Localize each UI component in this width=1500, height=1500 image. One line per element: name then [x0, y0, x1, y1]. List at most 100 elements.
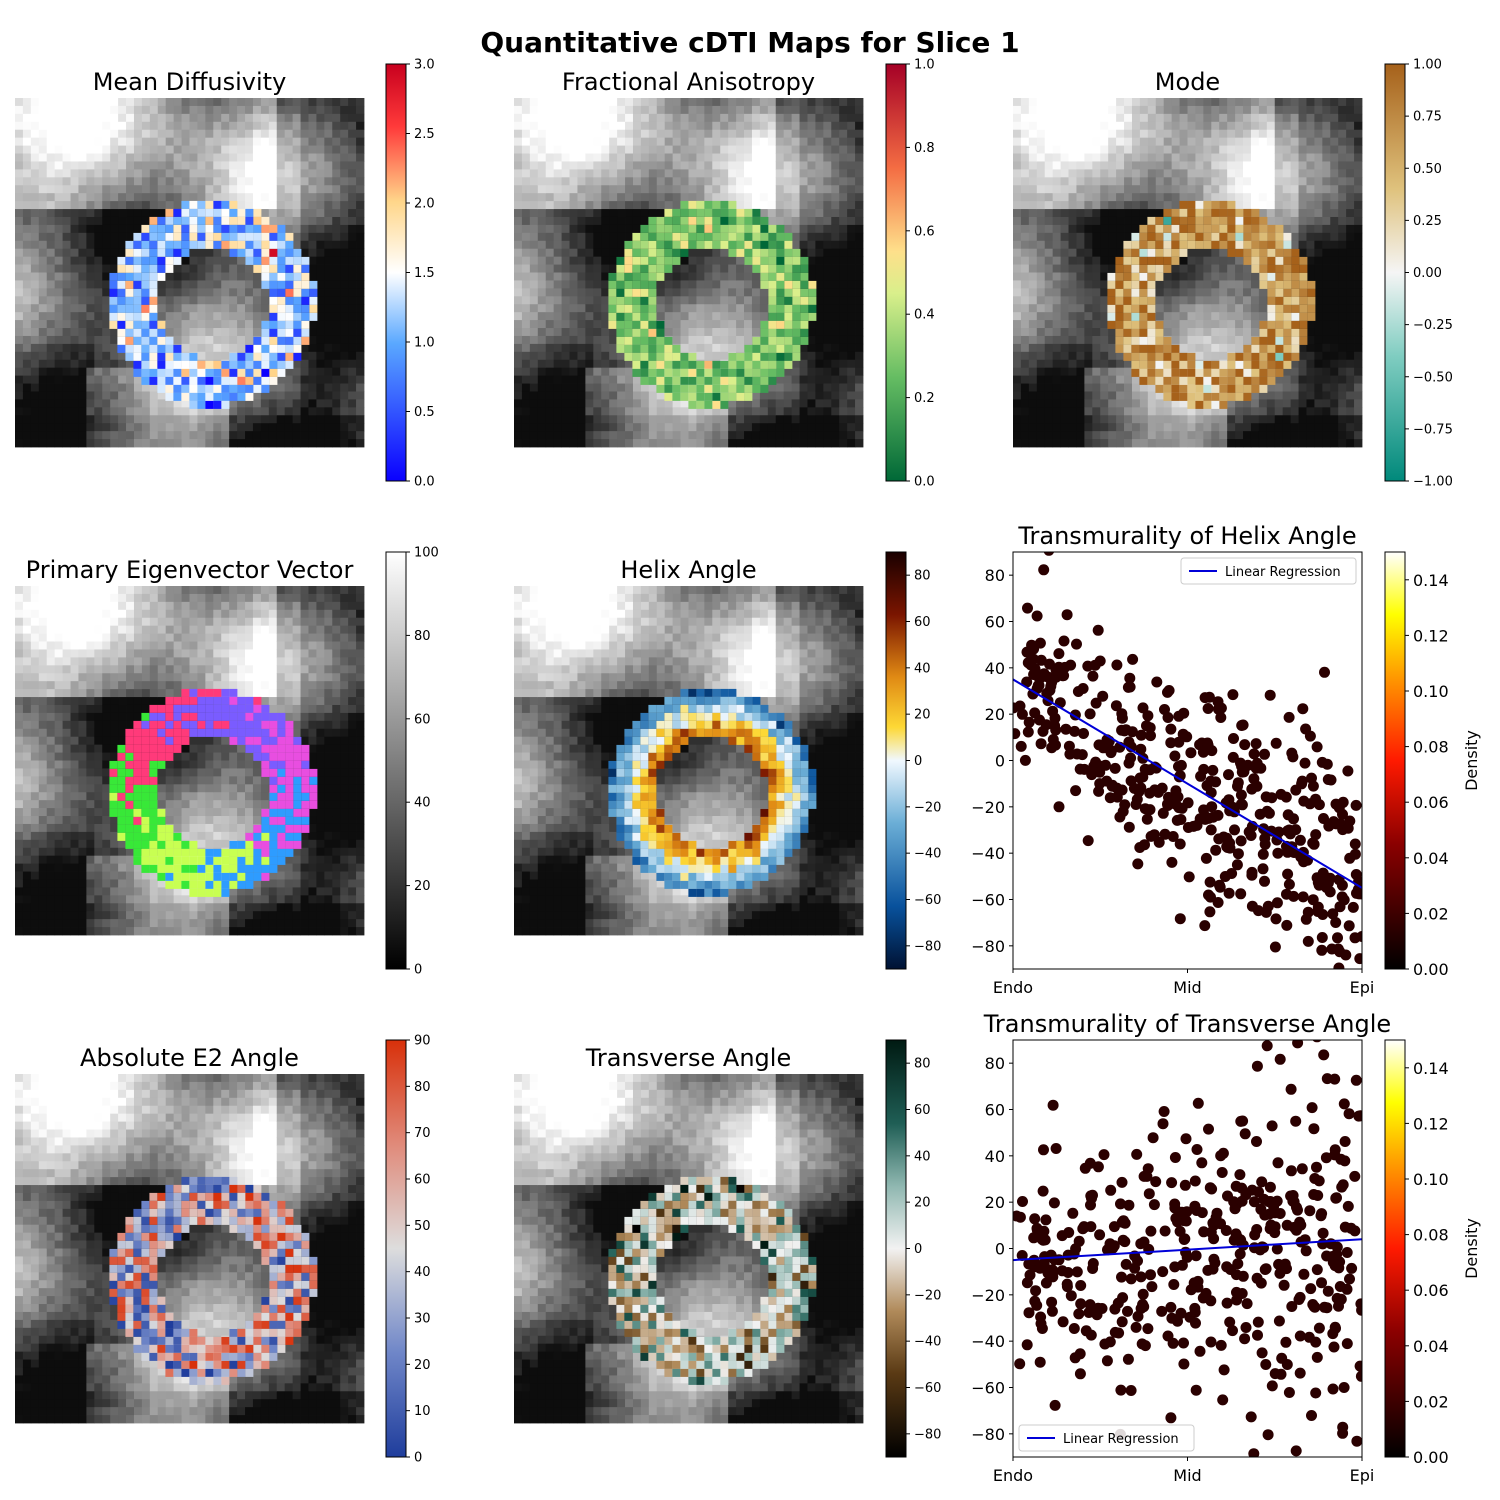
- scatter-point: [1034, 714, 1045, 726]
- scatter-point: [1355, 1370, 1362, 1382]
- scatter-point: [1252, 1316, 1264, 1328]
- y-tick-label: 0: [995, 1240, 1005, 1259]
- colorbar-tick-label: −0.75: [1413, 422, 1453, 437]
- scatter-point: [1176, 1259, 1188, 1271]
- scatter-point: [1030, 1285, 1042, 1297]
- colorbar-tick-label: −1.00: [1413, 475, 1453, 490]
- y-tick-label: 20: [985, 1193, 1005, 1212]
- scatter-point: [1059, 661, 1071, 673]
- scatter-point: [1194, 1345, 1206, 1357]
- scatter-point: [1053, 801, 1065, 813]
- scatter-point: [1259, 832, 1271, 844]
- scatter-point: [1236, 799, 1248, 811]
- myocardium-overlay: [1107, 200, 1316, 409]
- scatter-point: [1029, 1213, 1041, 1225]
- scatter-point: [1298, 1268, 1310, 1280]
- scatter-point: [1132, 858, 1144, 870]
- scatter-point: [1115, 1384, 1127, 1396]
- scatter-point: [1158, 1106, 1170, 1117]
- scatter-point: [1071, 1266, 1083, 1278]
- scatter-points: [1013, 1040, 1362, 1457]
- scatter-point: [1022, 602, 1033, 614]
- scatter-point: [1297, 703, 1309, 715]
- scatter-point: [1260, 791, 1272, 803]
- scatter-point: [1280, 791, 1292, 803]
- panel-primary-eigenvector-vector: Primary Eigenvector Vector 0 20 40 60 80 100: [15, 546, 439, 978]
- colorbar-tick-label: 3.0: [414, 58, 435, 73]
- scatter-point: [1257, 848, 1269, 860]
- scatter-point: [1014, 1211, 1026, 1223]
- scatter-point: [1311, 741, 1323, 753]
- scatter-point: [1332, 932, 1343, 944]
- scatter-point: [1022, 726, 1034, 738]
- scatter-point: [1127, 653, 1139, 665]
- colorbar-tick-label: 0: [414, 1451, 422, 1466]
- scatter-point: [1239, 1333, 1251, 1345]
- scatter-point: [1169, 750, 1181, 762]
- scatter-point: [1037, 725, 1049, 737]
- scatter-point: [1120, 724, 1132, 736]
- colorbar-tick-label: 60: [914, 1103, 931, 1118]
- scatter-point: [1232, 1258, 1244, 1270]
- y-tick-label: −80: [971, 937, 1005, 956]
- scatter-point: [1178, 1358, 1190, 1370]
- scatter-point: [1123, 736, 1135, 748]
- scatter-point: [1180, 1246, 1192, 1258]
- scatter-point: [1248, 1448, 1260, 1457]
- y-tick-label: 0: [995, 752, 1005, 771]
- scatter-point: [1135, 743, 1147, 755]
- scatter-point: [1271, 834, 1283, 846]
- scatter-point: [1077, 1223, 1089, 1235]
- colorbar-tick-label: 0.50: [1413, 162, 1442, 177]
- scatter-point: [1104, 1336, 1116, 1348]
- scatter-point: [1342, 765, 1354, 777]
- scatter-point: [1216, 1167, 1228, 1178]
- scatter-point: [1283, 711, 1295, 723]
- y-tick-label: 60: [985, 1101, 1005, 1120]
- scatter-point: [1131, 1148, 1143, 1160]
- scatter-point: [1235, 888, 1247, 900]
- scatter-point: [1169, 1152, 1181, 1163]
- scatter-point: [1135, 1238, 1147, 1250]
- scatter-point: [1263, 807, 1275, 819]
- panel-transmurality-of-helix-angle: Transmurality of Helix Angle −80 −60 −40 −20…: [971, 522, 1481, 997]
- scatter-point: [1351, 1435, 1362, 1447]
- scatter-point: [1313, 799, 1325, 811]
- colorbar-tick-label: 30: [414, 1312, 431, 1327]
- scatter-point: [1116, 1316, 1128, 1328]
- scatter-point: [1215, 712, 1227, 723]
- scatter-point: [1021, 1277, 1033, 1289]
- scatter-point: [1294, 1367, 1306, 1379]
- scatter-point: [1288, 890, 1300, 902]
- colorbar-tick-label: 0.75: [1413, 110, 1442, 125]
- scatter-point: [1309, 1173, 1321, 1184]
- scatter-point: [1199, 692, 1211, 704]
- scatter-point: [1175, 759, 1187, 771]
- scatter-point: [1259, 875, 1270, 887]
- scatter-point: [1316, 932, 1328, 943]
- scatter-point: [1223, 887, 1235, 899]
- colorbar: [1384, 1039, 1406, 1458]
- scatter-point: [1032, 680, 1044, 692]
- colorbar-tick-label: 0.06: [1413, 1281, 1449, 1300]
- scatter-point: [1173, 736, 1185, 748]
- colorbar-tick-label: 0.12: [1413, 1114, 1449, 1133]
- scatter-point: [1211, 1207, 1223, 1219]
- scatter-point: [1220, 1225, 1232, 1236]
- myocardium-overlay: [109, 200, 318, 409]
- colorbar: [885, 63, 907, 482]
- scatter-point: [1256, 1176, 1268, 1188]
- scatter-point: [1294, 834, 1306, 846]
- scatter-point: [1120, 1258, 1132, 1270]
- scatter-point: [1313, 1322, 1325, 1334]
- scatter-point: [1249, 1242, 1260, 1254]
- scatter-point: [1334, 818, 1346, 830]
- scatter-point: [1163, 685, 1175, 696]
- scatter-point: [1254, 808, 1266, 820]
- colorbar-tick-label: −80: [914, 939, 941, 954]
- colorbar-tick-label: 20: [414, 879, 431, 894]
- colorbar-tick-label: 10: [414, 1404, 431, 1419]
- colorbar-tick-label: −0.50: [1413, 370, 1453, 385]
- scatter-point: [1302, 906, 1314, 918]
